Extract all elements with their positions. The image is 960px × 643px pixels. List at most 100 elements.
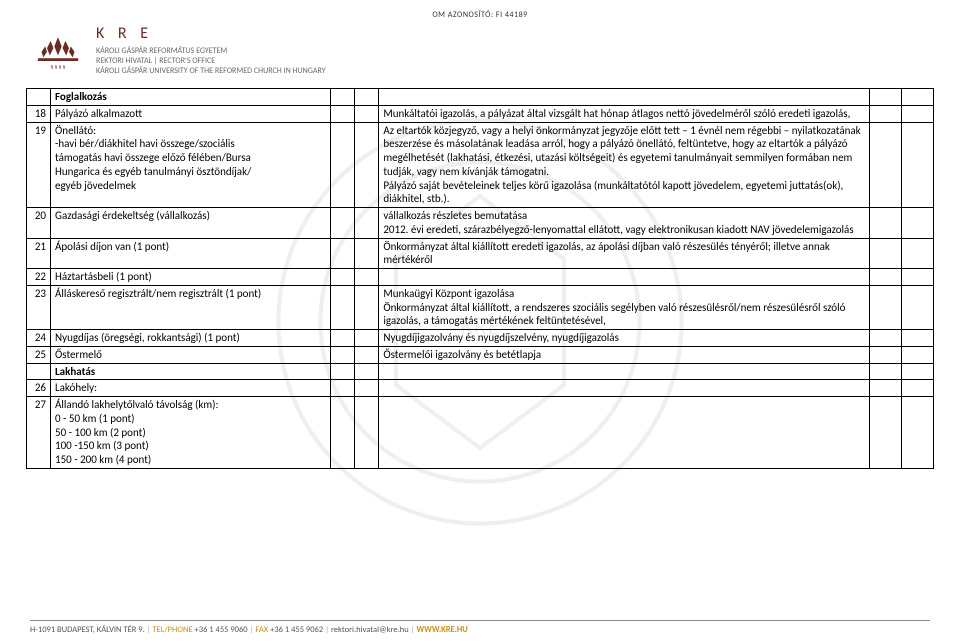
row-right bbox=[379, 397, 870, 469]
row-left: Foglalkozás bbox=[51, 89, 331, 106]
spacer-cell bbox=[901, 363, 933, 380]
row-right: Önkormányzat által kiállított eredeti ig… bbox=[379, 238, 870, 269]
table-row: Lakhatás bbox=[27, 363, 934, 380]
spacer-cell bbox=[869, 122, 901, 208]
table-row: 18Pályázó alkalmazottMunkáltatói igazolá… bbox=[27, 105, 934, 122]
row-number: 22 bbox=[27, 269, 51, 286]
row-number: 20 bbox=[27, 208, 51, 239]
row-left: Lakhatás bbox=[51, 363, 331, 380]
spacer-cell bbox=[869, 208, 901, 239]
spacer-cell bbox=[355, 208, 379, 239]
spacer-cell bbox=[869, 330, 901, 347]
footer-address: H-1091 BUDAPEST, KÁLVIN TÉR 9. bbox=[30, 625, 145, 635]
footer-fax: +36 1 455 9062 bbox=[270, 625, 323, 635]
spacer-cell bbox=[355, 346, 379, 363]
spacer-cell bbox=[355, 363, 379, 380]
spacer-cell bbox=[869, 397, 901, 469]
row-number: 26 bbox=[27, 380, 51, 397]
row-left: Álláskereső regisztrált/nem regisztrált … bbox=[51, 285, 331, 329]
spacer-cell bbox=[355, 330, 379, 347]
row-left: Pályázó alkalmazott bbox=[51, 105, 331, 122]
svg-text:§ § § §: § § § § bbox=[51, 64, 66, 70]
spacer-cell bbox=[901, 330, 933, 347]
om-id: OM AZONOSÍTÓ: FI 44189 bbox=[30, 10, 930, 20]
footer-tel: +36 1 455 9060 bbox=[195, 625, 248, 635]
org-text: K R E KÁROLI GÁSPÁR REFORMÁTUS EGYETEM R… bbox=[96, 24, 326, 76]
org-line3: KÁROLI GÁSPÁR UNIVERSITY OF THE REFORMED… bbox=[96, 66, 326, 76]
spacer-cell bbox=[901, 208, 933, 239]
spacer-cell bbox=[869, 380, 901, 397]
footer-web: WWW.KRE.HU bbox=[416, 625, 467, 635]
spacer-cell bbox=[901, 122, 933, 208]
spacer-cell bbox=[331, 208, 355, 239]
row-number: 23 bbox=[27, 285, 51, 329]
row-number: 19 bbox=[27, 122, 51, 208]
table-row: 22Háztartásbeli (1 pont) bbox=[27, 269, 934, 286]
spacer-cell bbox=[901, 397, 933, 469]
spacer-cell bbox=[331, 269, 355, 286]
spacer-cell bbox=[331, 238, 355, 269]
table-row: 23Álláskereső regisztrált/nem regisztrál… bbox=[27, 285, 934, 329]
row-right bbox=[379, 380, 870, 397]
spacer-cell bbox=[901, 89, 933, 106]
spacer-cell bbox=[331, 380, 355, 397]
spacer-cell bbox=[869, 89, 901, 106]
row-right bbox=[379, 363, 870, 380]
page-footer: H-1091 BUDAPEST, KÁLVIN TÉR 9. | TEL/PHO… bbox=[30, 620, 930, 635]
spacer-cell bbox=[901, 346, 933, 363]
row-number: 21 bbox=[27, 238, 51, 269]
table-row: 25Őstermelő Őstermelői igazolvány és beté… bbox=[27, 346, 934, 363]
row-left: Gazdasági érdekeltség (vállalkozás) bbox=[51, 208, 331, 239]
spacer-cell bbox=[901, 238, 933, 269]
row-right bbox=[379, 89, 870, 106]
row-number: 24 bbox=[27, 330, 51, 347]
row-left: Nyugdíjas (öregségi, rokkantsági) (1 pon… bbox=[51, 330, 331, 347]
table-row: 27Állandó lakhelytőlvaló távolság (km): … bbox=[27, 397, 934, 469]
row-right: Őstermelői igazolvány és betétlapja bbox=[379, 346, 870, 363]
row-number bbox=[27, 363, 51, 380]
row-left: Ápolási díjon van (1 pont) bbox=[51, 238, 331, 269]
spacer-cell bbox=[355, 380, 379, 397]
spacer-cell bbox=[331, 397, 355, 469]
org-line1: KÁROLI GÁSPÁR REFORMÁTUS EGYETEM bbox=[96, 46, 227, 56]
page-header: OM AZONOSÍTÓ: FI 44189 § § § § K R E KÁR… bbox=[0, 0, 960, 82]
footer-fax-label: FAX bbox=[255, 625, 268, 635]
row-number bbox=[27, 89, 51, 106]
spacer-cell bbox=[901, 269, 933, 286]
spacer-cell bbox=[331, 330, 355, 347]
spacer-cell bbox=[869, 105, 901, 122]
table-row: 26Lakóhely: bbox=[27, 380, 934, 397]
spacer-cell bbox=[355, 238, 379, 269]
spacer-cell bbox=[331, 89, 355, 106]
spacer-cell bbox=[355, 122, 379, 208]
table-row: 24Nyugdíjas (öregségi, rokkantsági) (1 p… bbox=[27, 330, 934, 347]
spacer-cell bbox=[869, 346, 901, 363]
footer-tel-label: TEL/PHONE bbox=[153, 625, 193, 635]
spacer-cell bbox=[869, 238, 901, 269]
kre-letters: K R E bbox=[96, 24, 326, 44]
row-right: Munkaügyi Központ igazolása Önkormányzat… bbox=[379, 285, 870, 329]
spacer-cell bbox=[869, 363, 901, 380]
row-right: Az eltartók közjegyző, vagy a helyi önko… bbox=[379, 122, 870, 208]
row-left: Önellátó: -havi bér/diákhitel havi össze… bbox=[51, 122, 331, 208]
row-right bbox=[379, 269, 870, 286]
spacer-cell bbox=[355, 89, 379, 106]
table-row: 21Ápolási díjon van (1 pont) Önkormányzat… bbox=[27, 238, 934, 269]
row-right: vállalkozás részletes bemutatása 2012. é… bbox=[379, 208, 870, 239]
spacer-cell bbox=[355, 285, 379, 329]
spacer-cell bbox=[901, 285, 933, 329]
spacer-cell bbox=[331, 105, 355, 122]
row-left: Lakóhely: bbox=[51, 380, 331, 397]
table-row: 20Gazdasági érdekeltség (vállalkozás) vál… bbox=[27, 208, 934, 239]
row-right: Nyugdíjigazolvány és nyugdíjszelvény, ny… bbox=[379, 330, 870, 347]
table-row: 19Önellátó: -havi bér/diákhitel havi öss… bbox=[27, 122, 934, 208]
row-left: Őstermelő bbox=[51, 346, 331, 363]
row-number: 27 bbox=[27, 397, 51, 469]
spacer-cell bbox=[869, 269, 901, 286]
org-line2: REKTORI HIVATAL | RECTOR'S OFFICE bbox=[96, 56, 215, 66]
spacer-cell bbox=[331, 346, 355, 363]
spacer-cell bbox=[901, 380, 933, 397]
row-number: 25 bbox=[27, 346, 51, 363]
kre-logo: § § § § bbox=[30, 28, 86, 72]
spacer-cell bbox=[331, 122, 355, 208]
